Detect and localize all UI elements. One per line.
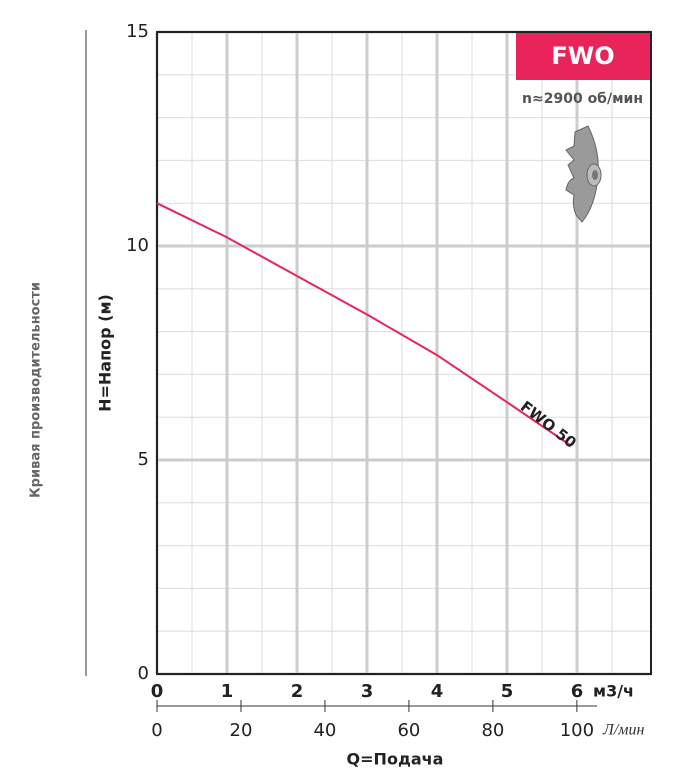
grid <box>155 30 651 676</box>
series-label: FWO 50 <box>517 397 580 452</box>
side-label: Кривая производительности <box>29 282 44 498</box>
y-tick-label: 5 <box>138 449 149 470</box>
chart-subtitle: n≈2900 об/мин <box>522 91 643 107</box>
chart-title: FWO <box>551 42 614 70</box>
impeller-icon <box>565 125 602 223</box>
x2-tick-label: 0 <box>151 720 162 741</box>
x-axis-label: Q=Подача <box>347 750 444 769</box>
title-badge <box>516 32 650 80</box>
y-tick-label: 15 <box>126 21 149 42</box>
x2-tick-label: 80 <box>481 720 504 741</box>
y-tick-label: 0 <box>138 663 149 684</box>
x-tick-label: 2 <box>291 681 304 702</box>
x-tick-label: 5 <box>501 681 514 702</box>
y-tick-label: 10 <box>126 235 149 256</box>
x2-unit: Л/мин <box>602 722 644 739</box>
x2-tick-label: 100 <box>560 720 594 741</box>
x-tick-label: 4 <box>431 681 444 702</box>
x2-tick-label: 60 <box>397 720 420 741</box>
plot-frame <box>156 31 652 675</box>
x2-tick-label: 40 <box>313 720 336 741</box>
x-tick-label: 0 <box>151 681 164 702</box>
x2-tick-label: 20 <box>230 720 253 741</box>
series-line <box>156 202 571 446</box>
x-tick-label: 6 <box>571 681 584 702</box>
x-unit: м3/ч <box>593 682 634 701</box>
x-tick-label: 3 <box>361 681 374 702</box>
x-tick-label: 1 <box>221 681 234 702</box>
y-axis-label: H=Напор (м) <box>96 294 115 412</box>
